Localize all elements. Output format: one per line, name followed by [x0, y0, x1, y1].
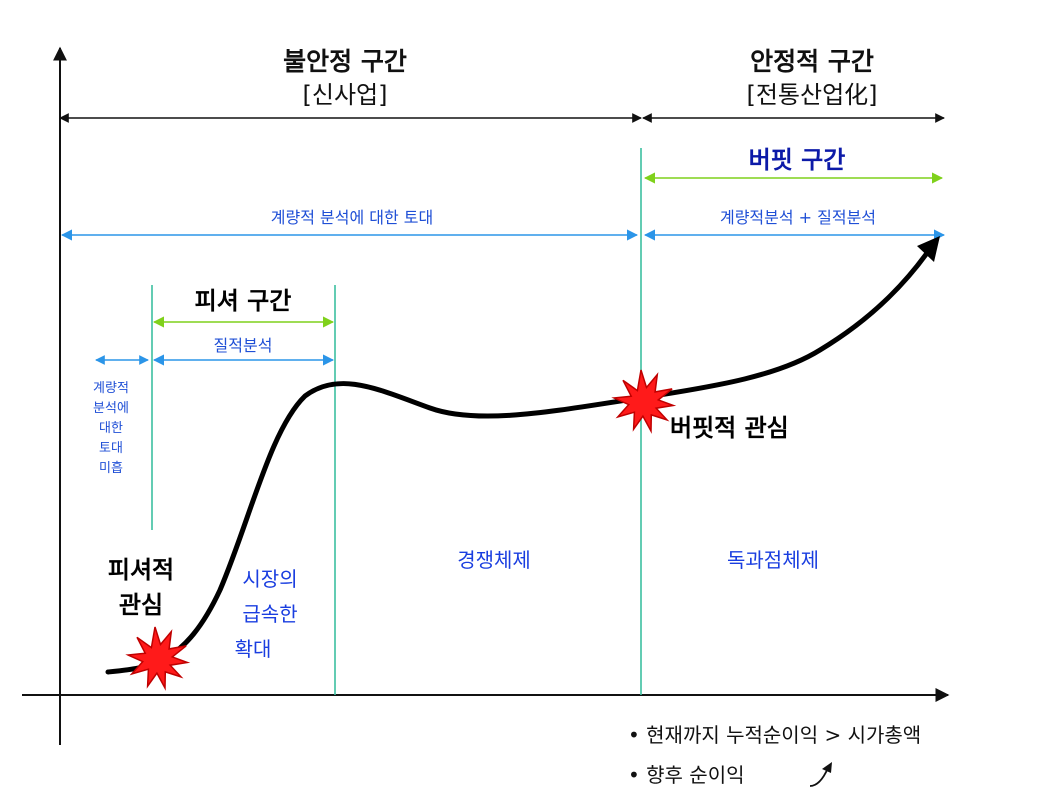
quant-lacking-line-5: 미흡: [99, 461, 123, 476]
quant-lacking-line-2: 분석에: [93, 401, 129, 416]
fisher-zone-label: 피셔 구간: [195, 287, 292, 315]
growth-curve-arrowhead: [917, 236, 940, 262]
stable-title: 안정적 구간: [750, 47, 874, 76]
fisher-interest-star-icon: [125, 626, 191, 691]
quant-qual-label: 계량적분석 + 질적분석: [720, 208, 876, 227]
unstable-subtitle: [신사업]: [303, 81, 388, 109]
oligopoly-label: 독과점체제: [727, 548, 819, 572]
growth-curve: [105, 243, 935, 675]
rapid-growth-line-2: 급속한: [242, 602, 297, 626]
quant-lacking-line-1: 계량적: [93, 381, 129, 396]
rapid-growth-line-3: 확대: [235, 637, 272, 661]
fisher-interest-line-2: 관심: [119, 591, 163, 619]
qual-label: 질적분석: [214, 336, 273, 355]
rapid-growth-line-1: 시장의: [242, 567, 297, 591]
note-future-profit: • 향후 순이익: [628, 763, 745, 787]
quant-lacking-line-3: 대한: [99, 421, 123, 436]
buffett-interest-star-icon: [611, 369, 677, 434]
fisher-interest-line-1: 피셔적: [108, 556, 174, 584]
quant-lacking-line-4: 토대: [99, 441, 123, 456]
rising-arrow-icon: [809, 767, 829, 787]
unstable-title: 불안정 구간: [283, 47, 407, 76]
buffett-interest-label: 버핏적 관심: [670, 414, 789, 442]
note-accumulated-profit: • 현재까지 누적순이익 > 시가총액: [628, 723, 921, 747]
quant-base-label: 계량적 분석에 대한 토대: [271, 208, 433, 227]
stable-subtitle: [전통산업化]: [746, 81, 877, 109]
buffett-zone-label: 버핏 구간: [749, 146, 846, 174]
competition-label: 경쟁체제: [457, 548, 531, 572]
rising-arrow-head: [822, 762, 832, 773]
